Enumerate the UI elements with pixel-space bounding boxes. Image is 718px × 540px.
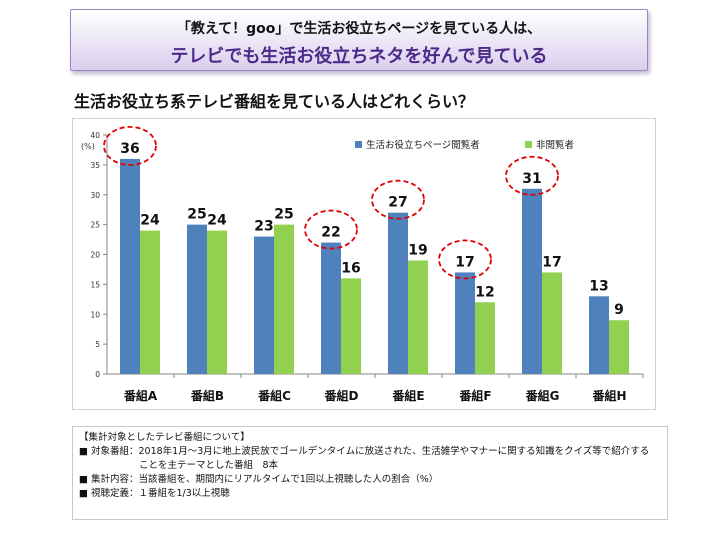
data-label: 22 <box>321 225 340 241</box>
chart-title: 生活お役立ち系テレビ番組を見ている人はどれくらい？ <box>74 92 475 111</box>
category-label: 番組H <box>591 388 626 403</box>
data-label: 25 <box>274 207 293 223</box>
data-label: 24 <box>207 213 227 229</box>
data-label: 17 <box>455 254 474 270</box>
highlight-circle <box>371 179 425 220</box>
legend-label: 非閲覧者 <box>536 139 574 151</box>
bar-viewer <box>254 236 274 374</box>
bar-viewer <box>455 272 475 374</box>
data-label: 13 <box>589 278 608 294</box>
data-label: 24 <box>140 213 160 229</box>
bar-nonviewer <box>609 320 629 374</box>
y-axis-unit: (%) <box>81 142 95 151</box>
bar-nonviewer <box>475 302 495 374</box>
bar-nonviewer <box>140 230 160 374</box>
y-tick-label: 20 <box>90 251 100 260</box>
y-tick-label: 25 <box>90 221 100 230</box>
bar-viewer <box>321 242 341 374</box>
headline-line-1: 「教えて！goo」で生活お役立ちページを見ている人は、 <box>176 21 542 37</box>
legend-swatch <box>355 141 362 148</box>
y-tick-label: 15 <box>90 280 100 289</box>
category-label: 番組F <box>458 388 491 403</box>
bar-viewer <box>388 212 408 374</box>
bar-nonviewer <box>274 224 294 374</box>
notes-target-programs: ■ 対象番組：2018年1月～3月に地上波民放でゴールデンタイムに放送された、生… <box>79 446 650 457</box>
category-label: 番組C <box>257 388 291 403</box>
legend-swatch <box>525 141 532 148</box>
headline-banner: 「教えて！goo」で生活お役立ちページを見ている人は、 テレビでも生活お役立ちネ… <box>70 9 648 71</box>
category-label: 番組A <box>123 388 158 403</box>
highlight-circle <box>304 209 358 250</box>
legend-label: 生活お役立ちページ閲覧者 <box>366 139 480 151</box>
notes-box: 【集計対象としたテレビ番組について】 ■ 対象番組：2018年1月～3月に地上波… <box>72 426 668 520</box>
notes-target-programs-cont: ことを主テーマとした番組 8本 <box>139 460 279 471</box>
chart-area: 0 5 10 15 20 25 30 35 40 (%) 36 24 番組A 25 24 番組B 23 25 番組C… <box>72 118 656 410</box>
y-tick-label: 30 <box>90 191 100 200</box>
data-label: 27 <box>388 195 407 211</box>
category-label: 番組E <box>391 388 424 403</box>
y-tick-label: 0 <box>95 370 100 379</box>
bar-viewer <box>589 296 609 374</box>
data-label: 19 <box>408 242 427 258</box>
data-label: 12 <box>475 284 494 300</box>
bar-viewer <box>187 224 207 374</box>
category-label: 番組B <box>190 388 224 403</box>
bar-nonviewer <box>341 278 361 374</box>
y-tick-label: 10 <box>90 310 100 319</box>
highlight-circle <box>103 125 157 166</box>
headline-line-2: テレビでも生活お役立ちネタを好んで見ている <box>170 46 548 67</box>
notes-aggregation: ■ 集計内容：当該番組を、期間内にリアルタイムで1回以上視聴した人の割合（%） <box>79 474 439 485</box>
bar-viewer <box>522 188 542 374</box>
category-label: 番組D <box>324 388 359 403</box>
y-tick-label: 35 <box>90 161 100 170</box>
category-label: 番組G <box>525 388 560 403</box>
bar-nonviewer <box>408 260 428 374</box>
notes-viewing-definition: ■ 視聴定義：１番組を1/3以上視聴 <box>79 488 230 499</box>
bar-viewer <box>120 158 140 374</box>
data-label: 9 <box>614 302 624 318</box>
data-label: 36 <box>120 141 139 157</box>
bar-nonviewer <box>207 230 227 374</box>
data-label: 25 <box>187 207 206 223</box>
data-label: 17 <box>542 254 561 270</box>
data-label: 16 <box>341 260 360 276</box>
y-tick-label: 5 <box>95 340 100 349</box>
data-label: 23 <box>254 219 273 235</box>
data-label: 31 <box>522 171 541 187</box>
y-tick-label: 40 <box>90 131 100 140</box>
notes-heading: 【集計対象としたテレビ番組について】 <box>79 432 250 443</box>
bar-nonviewer <box>542 272 562 374</box>
